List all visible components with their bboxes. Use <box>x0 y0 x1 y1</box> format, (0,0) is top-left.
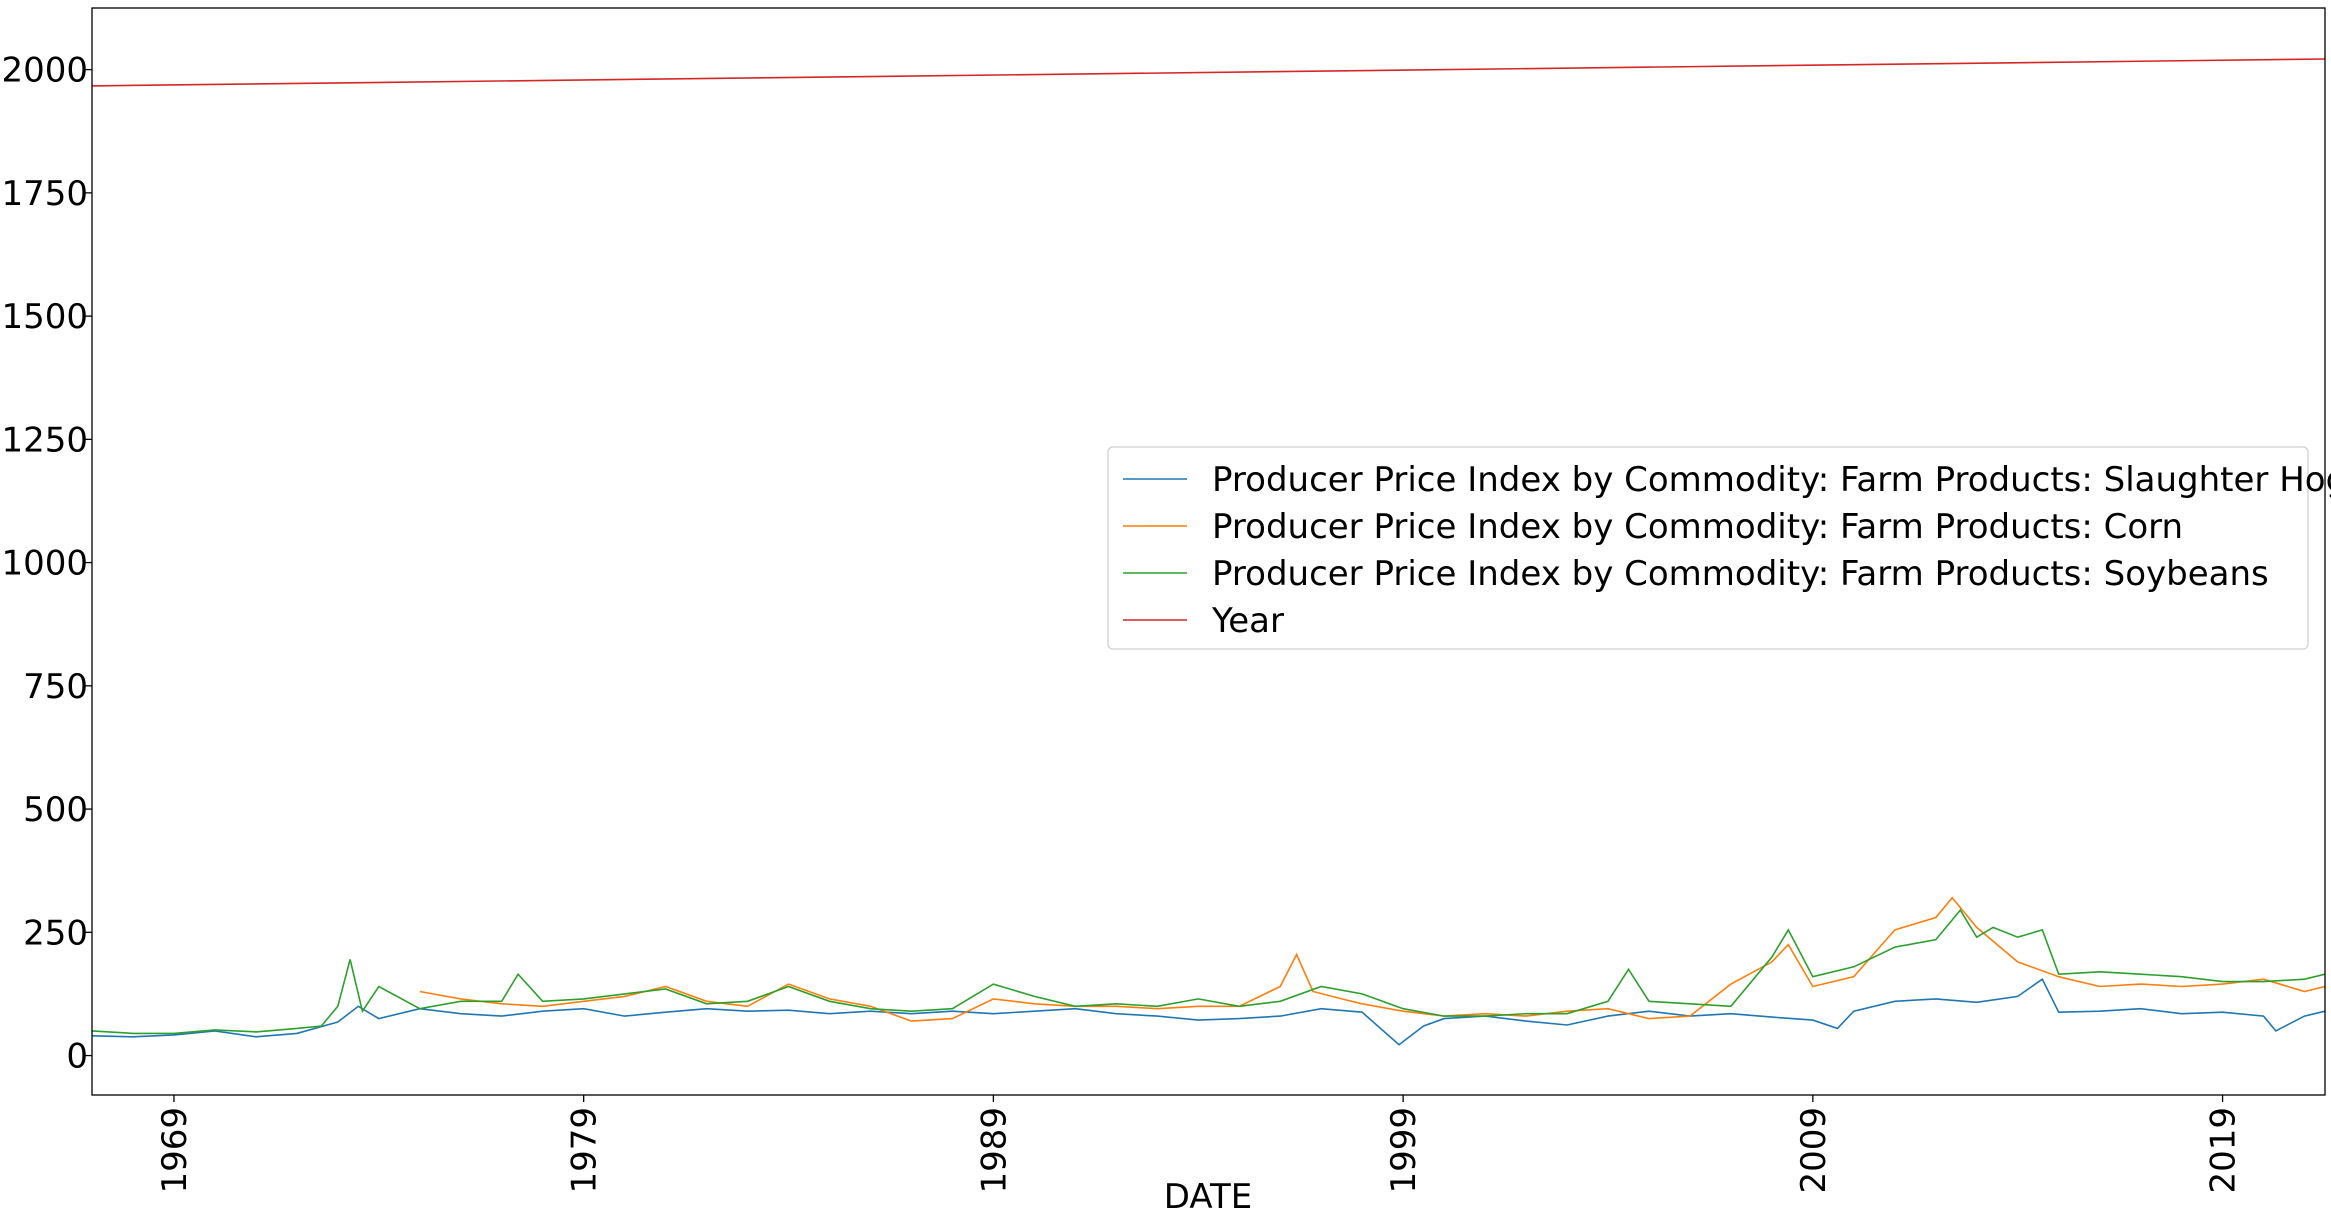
x-tick-label-2: 1989 <box>974 1107 1014 1194</box>
x-tick-label-0: 1969 <box>155 1107 195 1194</box>
series-line-1 <box>419 896 2326 1022</box>
x-tick-label-1: 1979 <box>565 1107 605 1194</box>
y-tick-label-1: 250 <box>23 913 88 953</box>
x-axis: 1969 1979 1989 1999 2009 2019 <box>155 1095 2244 1194</box>
x-tick-label-4: 2009 <box>1794 1107 1834 1194</box>
series-line-0 <box>91 978 2326 1046</box>
legend-box <box>1107 446 2309 650</box>
y-tick-label-4: 1000 <box>1 544 88 584</box>
y-tick-label-6: 1500 <box>1 297 88 337</box>
x-tick-label-3: 1999 <box>1384 1107 1424 1194</box>
legend-label-3: Year <box>1211 601 1284 641</box>
y-tick-label-0: 0 <box>66 1037 88 1077</box>
y-tick-label-2: 500 <box>23 790 88 830</box>
series-line-2 <box>91 908 2326 1035</box>
plot-frame <box>91 7 2326 1096</box>
x-axis-label: DATE <box>1164 1177 1252 1217</box>
y-tick-label-5: 1250 <box>1 420 88 460</box>
legend-label-1: Producer Price Index by Commodity: Farm … <box>1212 507 2183 547</box>
legend-label-0: Producer Price Index by Commodity: Farm … <box>1212 460 2331 500</box>
x-tick-label-5: 2019 <box>2204 1107 2244 1194</box>
legend: Producer Price Index by Commodity: Farm … <box>1107 446 2331 650</box>
series-layer <box>91 58 2326 1046</box>
y-tick-label-3: 750 <box>23 667 88 707</box>
series-line-3 <box>91 58 2326 87</box>
y-axis: 0 250 500 750 1000 1250 1500 1750 2000 <box>1 51 92 1077</box>
legend-label-2: Producer Price Index by Commodity: Farm … <box>1212 554 2269 594</box>
y-tick-label-8: 2000 <box>1 51 88 91</box>
y-tick-label-7: 1750 <box>1 174 88 214</box>
